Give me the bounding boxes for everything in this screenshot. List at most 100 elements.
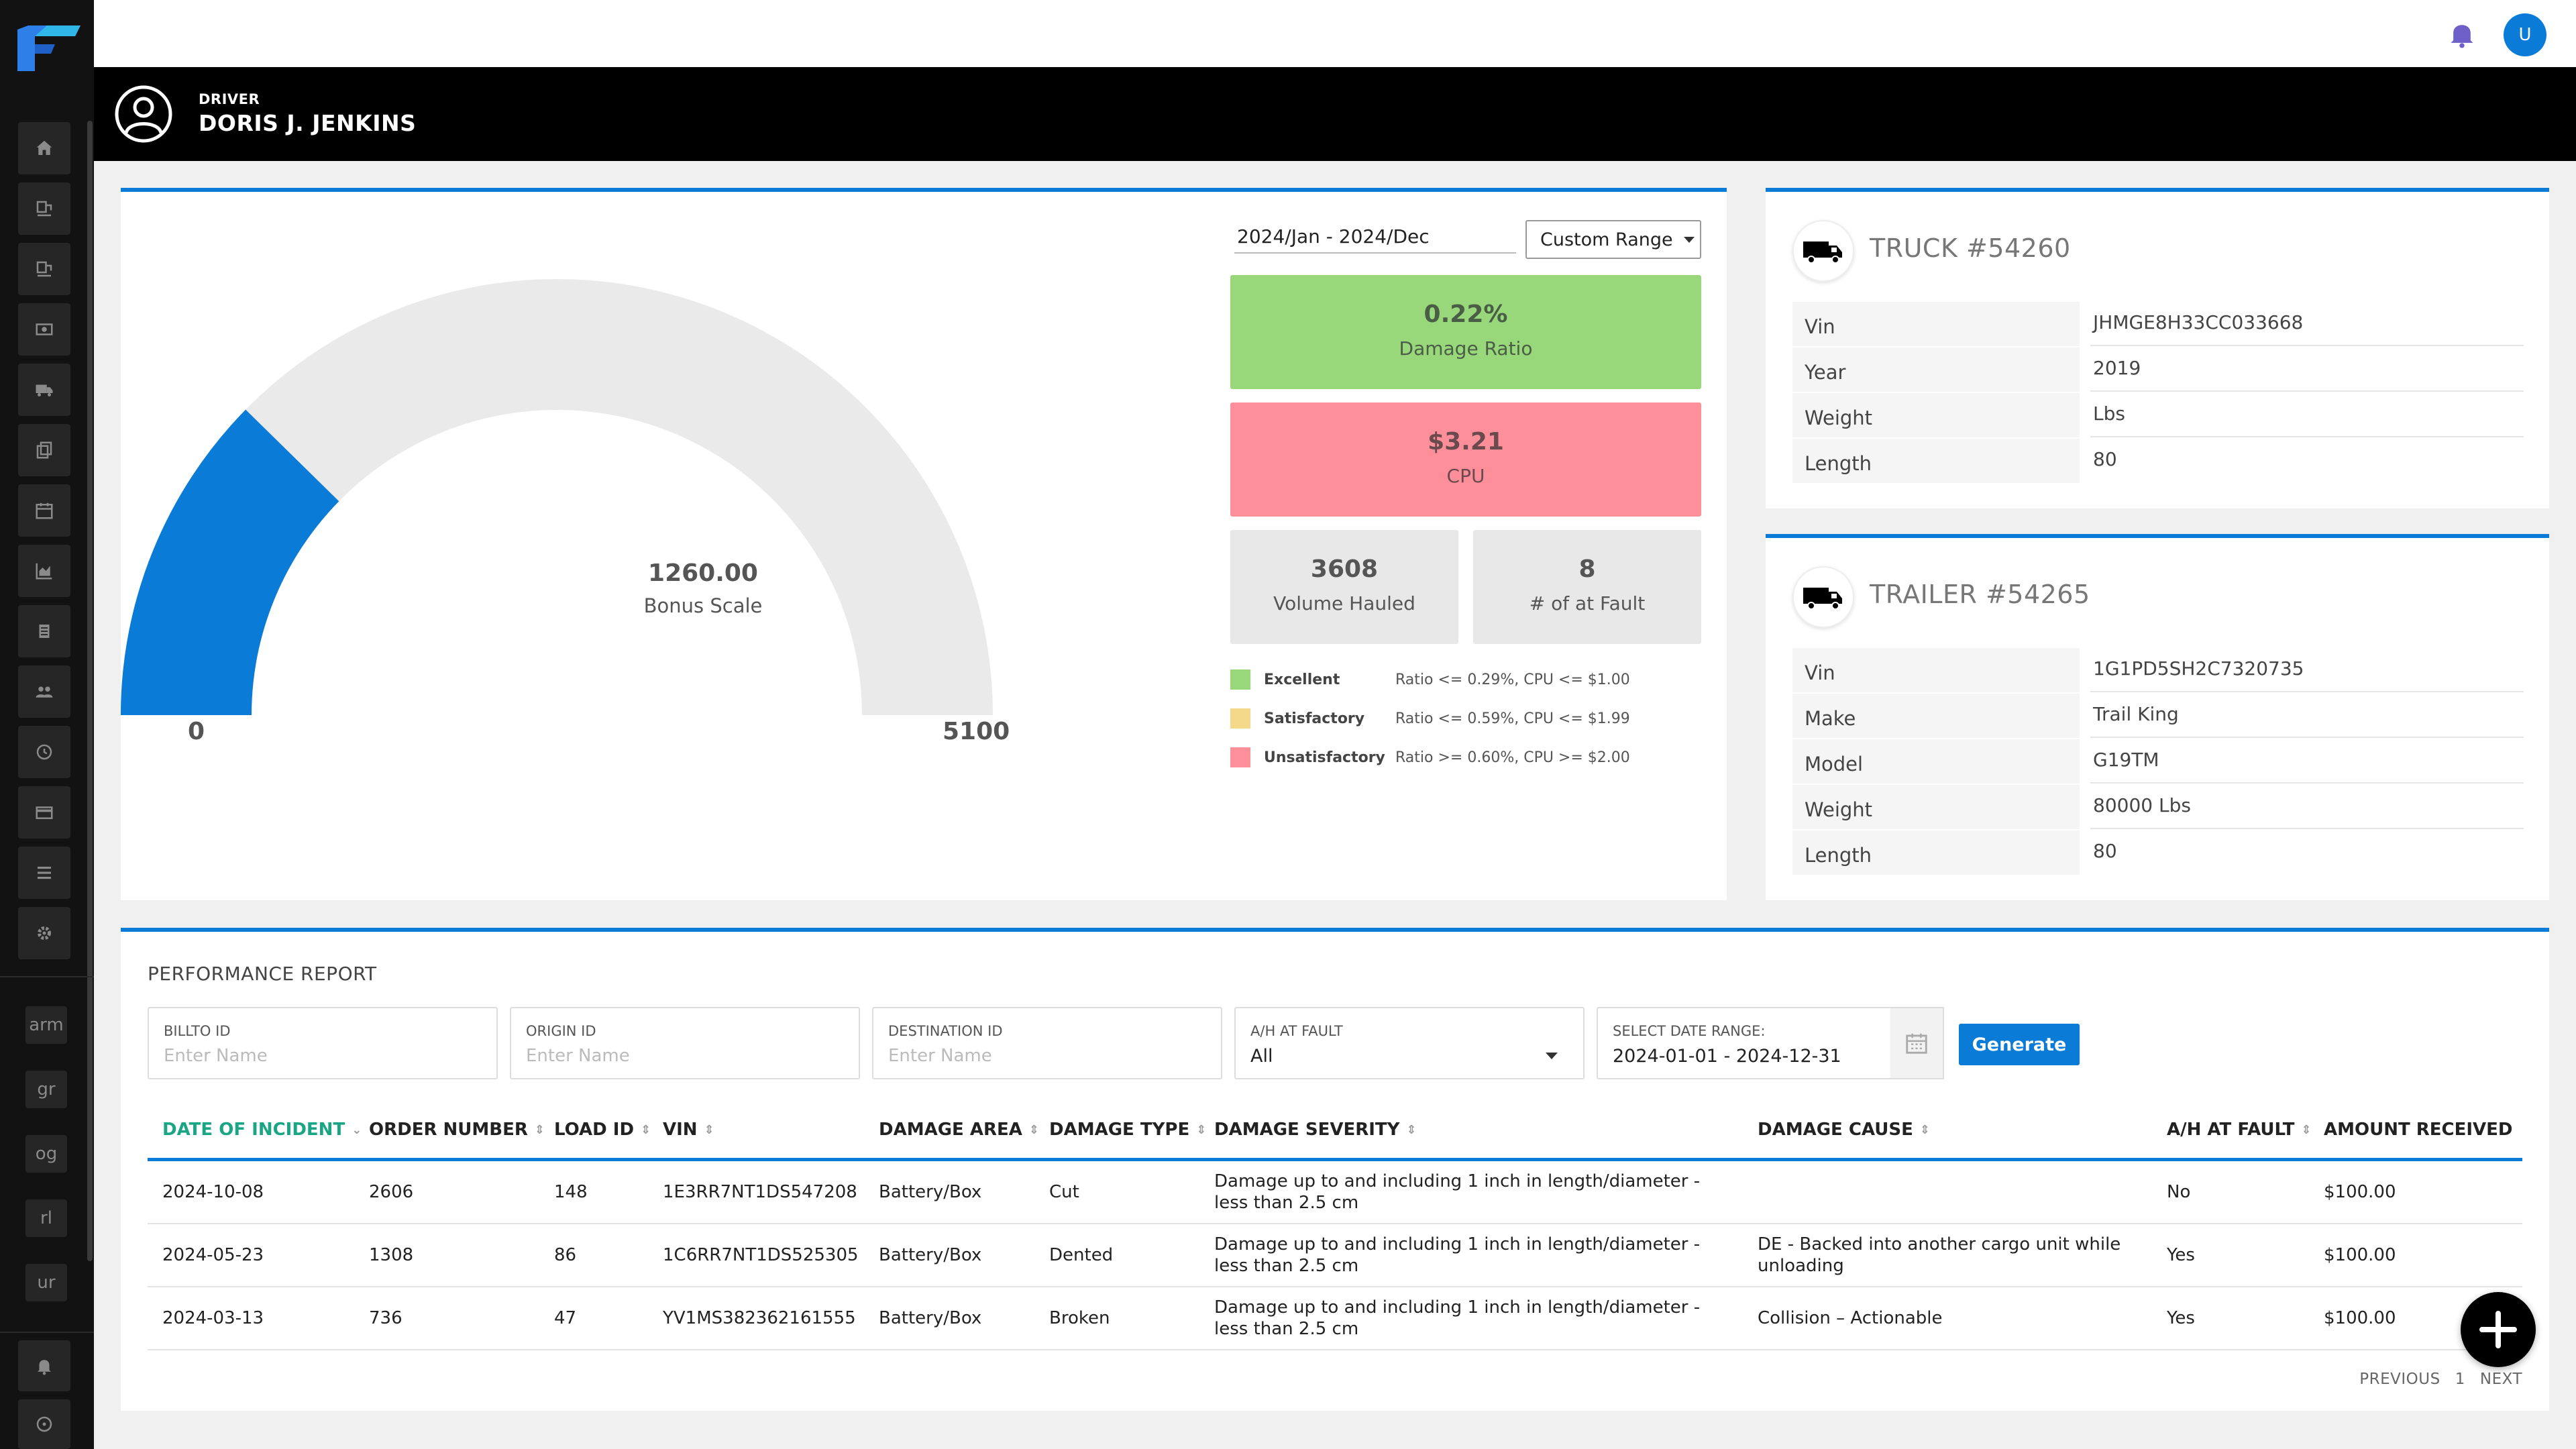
origin-filter[interactable]: ORIGIN ID Enter Name: [510, 1007, 860, 1079]
sidebar-item-reports[interactable]: [18, 545, 70, 597]
cell-type: Broken: [1049, 1308, 1110, 1328]
billto-input[interactable]: Enter Name: [164, 1046, 268, 1066]
sidebar-item-loads[interactable]: [18, 182, 70, 235]
sidebar-item-home[interactable]: [18, 122, 70, 174]
field-key: Weight: [1792, 785, 2080, 829]
damage-ratio-value: 0.22%: [1424, 301, 1508, 328]
field-value: 80: [2093, 448, 2117, 470]
sidebar-item-billing[interactable]: [18, 303, 70, 356]
chart-icon: [36, 563, 52, 580]
trailer-avatar: [1792, 566, 1854, 628]
field-value: 80000 Lbs: [2090, 785, 2524, 829]
field-value: JHMGE8H33CC033668: [2090, 302, 2524, 346]
gauge-track: [121, 279, 993, 715]
legend-swatch: [1230, 747, 1250, 767]
col-load-id[interactable]: LOAD ID ⇕: [554, 1120, 651, 1140]
sidebar-item-settings[interactable]: [18, 907, 70, 959]
report-title: PERFORMANCE REPORT: [148, 963, 377, 985]
sidebar-item-documents[interactable]: [18, 424, 70, 476]
col-damage-type[interactable]: DAMAGE TYPE ⇕: [1049, 1120, 1207, 1140]
col-at-fault[interactable]: A/H AT FAULT ⇕: [2167, 1120, 2312, 1140]
custom-range-dropdown[interactable]: Custom Range: [1525, 220, 1701, 259]
sidebar-short-item[interactable]: ur: [25, 1264, 67, 1301]
truck-field-row: Weight Lbs: [1792, 393, 2524, 437]
at-fault-select[interactable]: A/H AT FAULT All: [1234, 1007, 1585, 1079]
sidebar-item-list[interactable]: [18, 605, 70, 657]
pager-page[interactable]: 1: [2455, 1371, 2465, 1388]
sidebar-notifications[interactable]: [18, 1340, 70, 1391]
list-icon: [39, 625, 50, 638]
date-range-value[interactable]: 2024-01-01 - 2024-12-31: [1613, 1046, 1841, 1067]
legend-item: Excellent Ratio <= 0.29%, CPU <= $1.00: [1230, 669, 1630, 690]
damage-ratio-label: Damage Ratio: [1399, 337, 1533, 360]
table-row[interactable]: 2024-03-13 736 47 YV1MS382362161555 Batt…: [148, 1287, 2522, 1350]
sort-icon: ⇕: [534, 1123, 545, 1137]
billto-filter[interactable]: BILLTO ID Enter Name: [148, 1007, 498, 1079]
cell-vin: YV1MS382362161555: [663, 1308, 856, 1328]
pager-next[interactable]: NEXT: [2479, 1371, 2522, 1388]
sort-icon: ⇕: [1919, 1123, 1930, 1137]
gauge-fill: [121, 409, 339, 715]
user-avatar[interactable]: U: [2504, 13, 2546, 56]
trailer-field-row: Vin 1G1PD5SH2C7320735: [1792, 648, 2524, 692]
legend-name: Excellent: [1264, 671, 1340, 688]
pager-previous[interactable]: PREVIOUS: [2359, 1371, 2440, 1388]
legend-desc: Ratio <= 0.59%, CPU <= $1.99: [1395, 710, 1630, 727]
date-range-filter[interactable]: SELECT DATE RANGE: 2024-01-01 - 2024-12-…: [1597, 1007, 1892, 1079]
col-vin[interactable]: VIN ⇕: [663, 1120, 714, 1140]
sidebar-item-payments[interactable]: [18, 786, 70, 839]
home-icon: [36, 140, 52, 155]
sidebar-short-item[interactable]: rl: [25, 1199, 67, 1237]
col-date-of-incident[interactable]: DATE OF INCIDENT ⌄: [162, 1120, 362, 1140]
sort-icon: ⇕: [641, 1123, 651, 1137]
sidebar-help[interactable]: [18, 1399, 70, 1449]
cell-area: Battery/Box: [879, 1245, 982, 1265]
at-fault-label: # of at Fault: [1529, 592, 1646, 614]
sort-icon: ⇕: [2301, 1123, 2312, 1137]
sidebar-divider: [0, 1332, 94, 1333]
generate-button[interactable]: Generate: [1959, 1024, 2080, 1065]
cell-vin: 1E3RR7NT1DS547208: [663, 1182, 857, 1202]
col-damage-cause[interactable]: DAMAGE CAUSE ⇕: [1758, 1120, 1930, 1140]
sidebar-item-menu[interactable]: [18, 847, 70, 899]
table-row[interactable]: 2024-10-08 2606 148 1E3RR7NT1DS547208 Ba…: [148, 1161, 2522, 1224]
sort-icon: ⇕: [1406, 1123, 1417, 1137]
trailer-field-row: Model G19TM: [1792, 739, 2524, 784]
sidebar-short-item[interactable]: arm: [25, 1006, 67, 1044]
sidebar-item-users[interactable]: [18, 665, 70, 718]
cell-area: Battery/Box: [879, 1308, 982, 1328]
calendar-button[interactable]: [1890, 1007, 1944, 1079]
field-key: Vin: [1792, 302, 2080, 346]
top-bar: [94, 0, 2576, 67]
table-row[interactable]: 2024-05-23 1308 86 1C6RR7NT1DS525305 Bat…: [148, 1224, 2522, 1287]
legend-swatch: [1230, 708, 1250, 729]
col-order-number[interactable]: ORDER NUMBER ⇕: [369, 1120, 545, 1140]
date-range-input[interactable]: 2024/Jan - 2024/Dec: [1234, 220, 1516, 254]
col-amount-received[interactable]: AMOUNT RECEIVED: [2324, 1120, 2513, 1140]
sidebar-item-trucks[interactable]: [18, 364, 70, 416]
sidebar-item-calendar[interactable]: [18, 484, 70, 537]
origin-input[interactable]: Enter Name: [526, 1046, 630, 1066]
notification-bell-icon[interactable]: [2447, 19, 2477, 50]
driver-header: DRIVER DORIS J. JENKINS: [94, 67, 2576, 161]
sidebar-scrollbar[interactable]: [87, 121, 93, 1261]
sidebar-short-item[interactable]: gr: [25, 1071, 67, 1108]
app-logo[interactable]: [8, 9, 82, 76]
field-key: Model: [1792, 739, 2080, 784]
destination-input[interactable]: Enter Name: [888, 1046, 992, 1066]
add-button[interactable]: [2461, 1292, 2536, 1367]
volume-hauled-value: 3608: [1310, 555, 1379, 583]
trailer-field-row: Make Trail King: [1792, 694, 2524, 738]
col-damage-severity[interactable]: DAMAGE SEVERITY ⇕: [1214, 1120, 1417, 1140]
sidebar-item-loads-alt[interactable]: [18, 243, 70, 295]
destination-filter[interactable]: DESTINATION ID Enter Name: [872, 1007, 1222, 1079]
sidebar-item-history[interactable]: [18, 726, 70, 778]
field-key: Make: [1792, 694, 2080, 738]
field-key: Year: [1792, 347, 2080, 392]
cell-type: Dented: [1049, 1245, 1114, 1265]
truck-icon: [1803, 241, 1842, 264]
sidebar-short-item[interactable]: og: [25, 1135, 67, 1173]
col-damage-area[interactable]: DAMAGE AREA ⇕: [879, 1120, 1039, 1140]
field-value: 2019: [2090, 347, 2524, 392]
cell-amount: $100.00: [2324, 1182, 2396, 1202]
